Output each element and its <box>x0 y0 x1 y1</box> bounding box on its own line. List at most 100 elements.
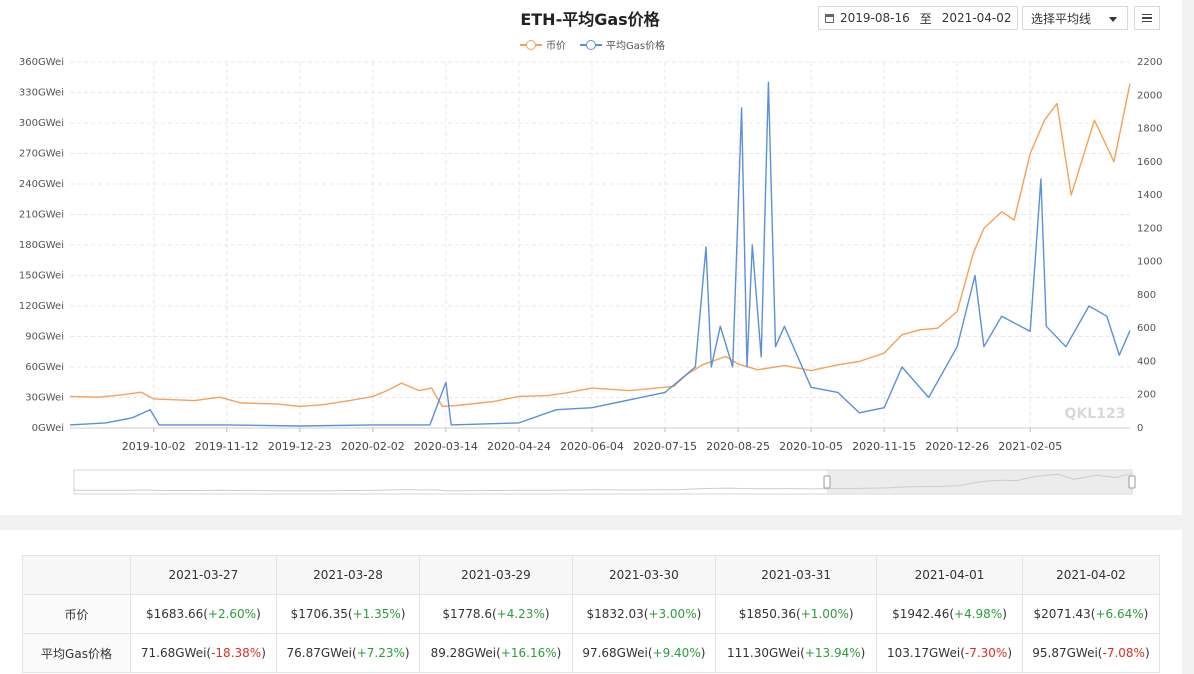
x-tick-label: 2020-06-04 <box>560 440 624 453</box>
x-tick-label: 2020-11-15 <box>852 440 916 453</box>
line-chart[interactable]: 0GWei 30GWei 60GWei 90GWei 120GWei 150GWei 180… <box>0 0 1182 505</box>
y-right-tick-label: 2200 <box>1137 57 1162 68</box>
moving-average-select[interactable]: 选择平均线 <box>1022 6 1128 30</box>
table-cell: 71.68GWei(-18.38%) <box>130 633 277 673</box>
table-date-header: 2021-03-31 <box>715 555 878 595</box>
chart-panel: ETH-平均Gas价格 币价 平均Gas价格 2019-08-16 至 2021… <box>0 0 1182 515</box>
table-date-header: 2021-03-28 <box>275 555 421 595</box>
x-tick-label: 2020-12-26 <box>925 440 989 453</box>
cell-change: +1.35% <box>352 607 401 621</box>
cell-change: +4.98% <box>954 607 1003 621</box>
x-tick-label: 2020-03-14 <box>414 440 478 453</box>
y-right-tick-label: 800 <box>1137 290 1156 301</box>
chevron-down-icon <box>1109 17 1117 22</box>
y-right-tick-label: 600 <box>1137 323 1156 334</box>
cell-change: +2.60% <box>207 607 257 621</box>
table-cell: 89.28GWei(+16.16%) <box>419 633 573 673</box>
chart-legend[interactable]: 币价 平均Gas价格 <box>520 37 665 52</box>
x-tick-label: 2020-04-24 <box>487 440 551 453</box>
table-cell: $1942.46(+4.98%) <box>876 594 1023 634</box>
cell-change: +6.64% <box>1095 607 1144 621</box>
gas-line <box>69 81 1131 427</box>
date-end[interactable]: 2021-04-02 <box>941 11 1012 25</box>
chart-menu-button[interactable] <box>1134 6 1160 30</box>
cell-value: 89.28GWei <box>430 646 497 660</box>
zoom-slider-handle[interactable] <box>823 475 831 489</box>
zoom-slider-preview <box>74 472 1133 492</box>
price-line <box>69 83 1131 408</box>
menu-icon-line <box>1142 13 1152 16</box>
cell-change: -18.38% <box>211 646 262 660</box>
cell-value: 111.30GWei <box>726 646 801 660</box>
cell-value: $1942.46 <box>892 607 950 621</box>
table-cell: 103.17GWei(-7.30%) <box>876 633 1023 673</box>
cell-change: +16.16% <box>500 646 557 660</box>
table-cell: $1706.35(+1.35%) <box>275 594 421 634</box>
table-date-header: 2021-03-27 <box>130 555 277 595</box>
y-left-tick-label: 60GWei <box>25 362 64 373</box>
table-date-header: 2021-03-29 <box>419 555 573 595</box>
table-cell: $1850.36(+1.00%) <box>715 594 878 634</box>
cell-value: $1683.66 <box>145 607 204 621</box>
legend-swatch-gas <box>580 39 602 50</box>
legend-item-gas[interactable]: 平均Gas价格 <box>580 37 665 52</box>
x-tick-label: 2020-10-05 <box>779 440 843 453</box>
table-header-row: 2021-03-27 2021-03-28 2021-03-29 2021-03… <box>22 555 1161 595</box>
x-tick-label: 2020-07-15 <box>633 440 697 453</box>
x-tick-label: 2019-10-02 <box>122 440 186 453</box>
table-cell: 95.87GWei(-7.08%) <box>1021 633 1161 673</box>
table-cell: $1683.66(+2.60%) <box>130 594 277 634</box>
y-right-tick-label: 0 <box>1137 423 1143 434</box>
x-tick-label: 2021-02-05 <box>998 440 1062 453</box>
zoom-slider-handle[interactable] <box>1128 475 1136 489</box>
table-date-header: 2021-04-02 <box>1021 555 1161 595</box>
cell-change: +7.23% <box>356 646 405 660</box>
cell-change: +1.00% <box>800 607 849 621</box>
y-right-tick-label: 1000 <box>1137 257 1162 268</box>
y-left-tick-label: 360GWei <box>19 57 64 68</box>
chart-title: ETH-平均Gas价格 <box>520 10 660 29</box>
date-start[interactable]: 2019-08-16 <box>840 11 910 25</box>
table-row: 平均Gas价格 71.68GWei(-18.38%) 76.87GWei(+7.23… <box>22 633 1161 673</box>
y-left-tick-label: 120GWei <box>19 301 64 312</box>
table-row-label: 币价 <box>22 594 131 634</box>
data-table: 2021-03-27 2021-03-28 2021-03-29 2021-03… <box>22 555 1161 673</box>
y-right-tick-label: 1400 <box>1137 190 1162 201</box>
table-cell: $1778.6(+4.23%) <box>419 594 573 634</box>
calendar-icon <box>825 13 834 23</box>
y-left-tick-label: 0GWei <box>32 423 64 434</box>
cell-value: $1706.35 <box>290 607 348 621</box>
table-row: 币价 $1683.66(+2.60%) $1706.35(+1.35%) $1778.… <box>22 594 1161 634</box>
legend-swatch-price <box>520 39 542 50</box>
y-right-tick-label: 2000 <box>1137 90 1162 101</box>
cell-value: $1832.03 <box>586 607 644 621</box>
y-left-tick-label: 300GWei <box>19 118 64 129</box>
x-tick-label: 2020-08-25 <box>706 440 770 453</box>
table-cell: $2071.43(+6.64%) <box>1021 594 1161 634</box>
cell-change: -7.08% <box>1102 646 1145 660</box>
cell-value: 71.68GWei <box>140 646 207 660</box>
table-cell: $1832.03(+3.00%) <box>571 594 717 634</box>
legend-label-gas: 平均Gas价格 <box>606 41 666 52</box>
cell-change: +13.94% <box>804 646 861 660</box>
y-right-tick-label: 1200 <box>1137 223 1162 234</box>
menu-icon-line <box>1142 17 1152 19</box>
y-left-tick-label: 30GWei <box>25 393 64 404</box>
moving-average-select-label: 选择平均线 <box>1031 11 1092 26</box>
y-left-tick-label: 150GWei <box>19 271 64 282</box>
legend-item-price[interactable]: 币价 <box>520 37 566 52</box>
cell-value: 103.17GWei <box>887 646 961 660</box>
cell-value: $1778.6 <box>442 607 492 621</box>
cell-value: $2071.43 <box>1033 607 1091 621</box>
y-left-tick-label: 240GWei <box>19 179 64 190</box>
cell-change: -7.30% <box>964 646 1008 660</box>
x-tick-label: 2019-11-12 <box>195 440 259 453</box>
table-row-label: 平均Gas价格 <box>22 633 131 673</box>
x-tick-label: 2020-02-02 <box>341 440 405 453</box>
date-range-picker[interactable]: 2019-08-16 至 2021-04-02 <box>818 6 1018 30</box>
table-date-header: 2021-03-30 <box>571 555 717 595</box>
legend-label-price: 币价 <box>546 41 566 52</box>
cell-value: 76.87GWei <box>286 646 353 660</box>
y-right-tick-label: 1600 <box>1137 157 1162 168</box>
table-cell: 76.87GWei(+7.23%) <box>275 633 421 673</box>
